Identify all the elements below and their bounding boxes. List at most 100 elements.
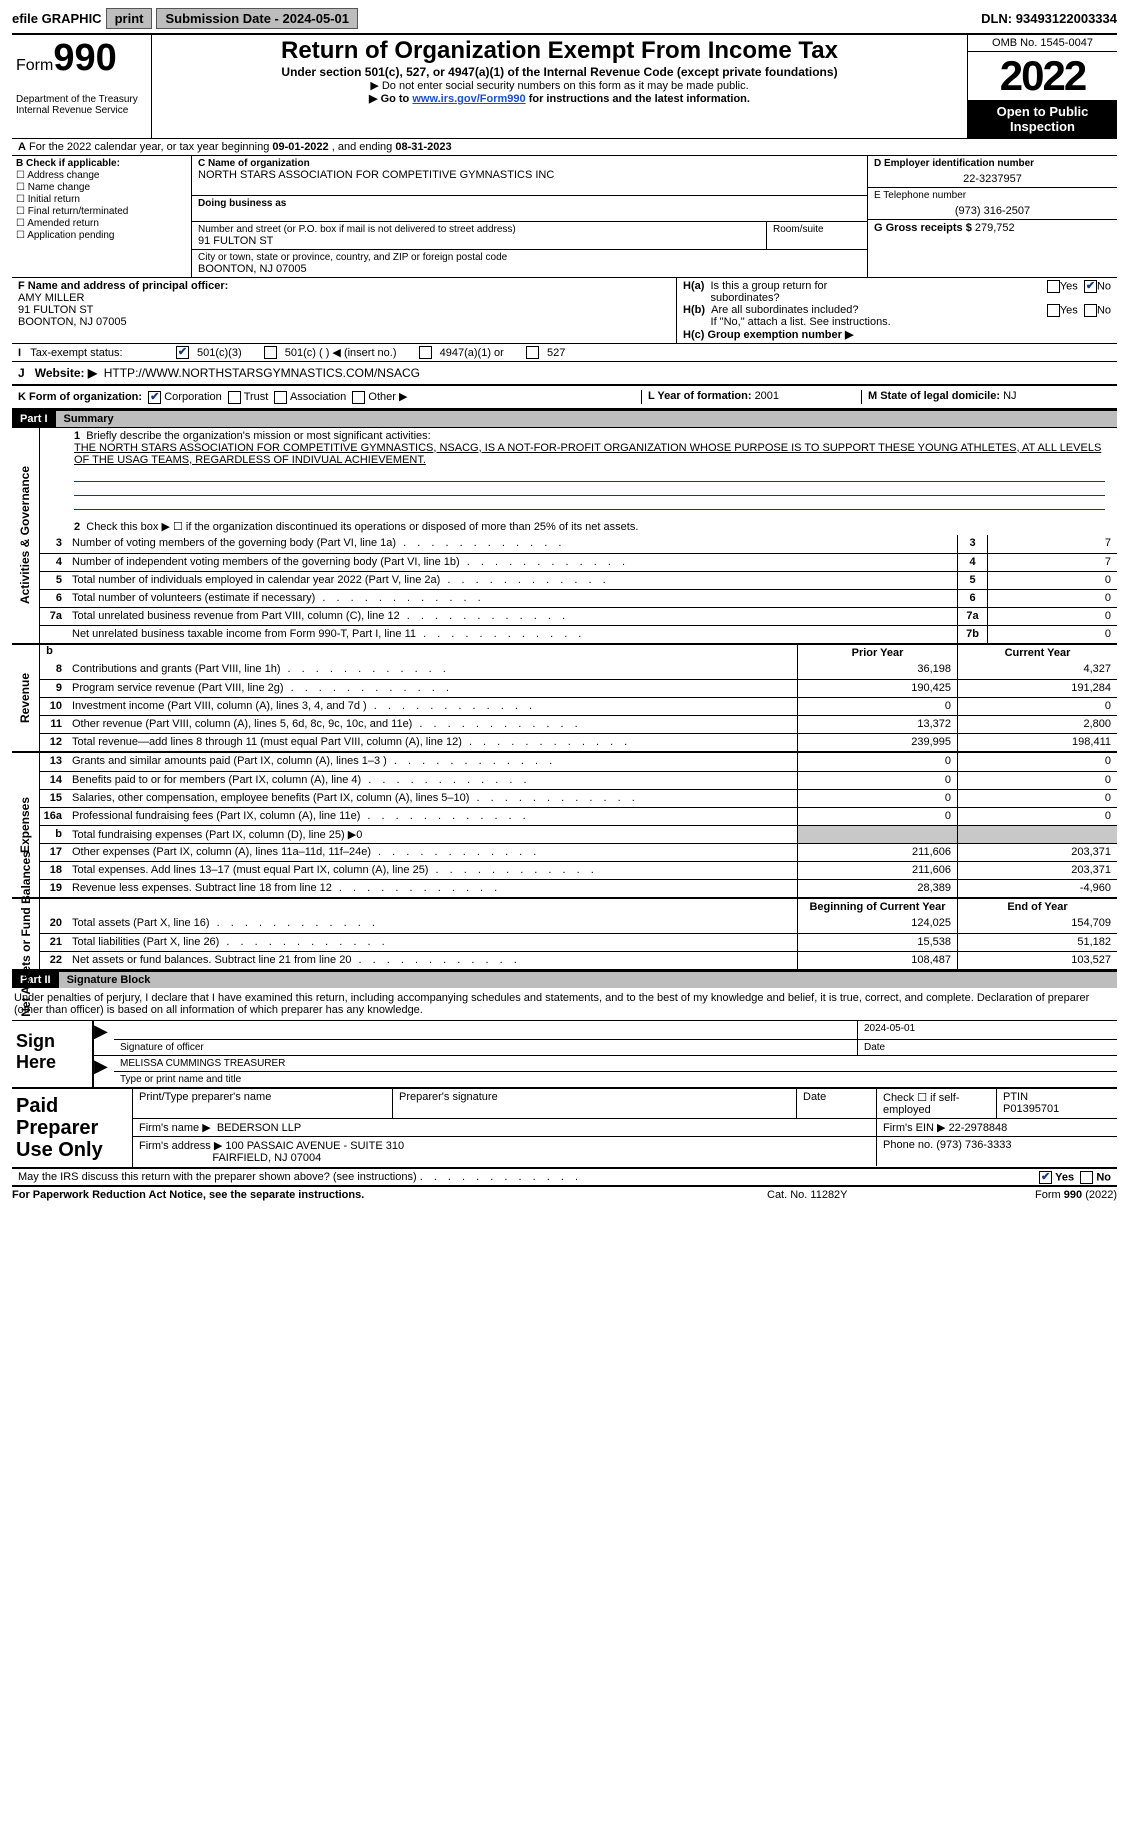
ha-row: H(a) Is this a group return for Yes No s…	[683, 280, 1111, 304]
ha-yes[interactable]	[1047, 280, 1060, 293]
omb-number: OMB No. 1545-0047	[968, 35, 1117, 52]
box-b: B Check if applicable: ☐ Address change …	[12, 156, 192, 277]
revenue-section: Revenue b Prior Year Current Year 8 Cont…	[12, 645, 1117, 753]
chk-other[interactable]	[352, 391, 365, 404]
hb-row: H(b) Are all subordinates included? Yes …	[683, 304, 1111, 328]
hb-yes[interactable]	[1047, 304, 1060, 317]
net-col-hdr: Beginning of Current Year End of Year	[40, 899, 1117, 915]
phone-value: (973) 316-2507	[874, 201, 1111, 217]
mission-text: THE NORTH STARS ASSOCIATION FOR COMPETIT…	[74, 442, 1101, 466]
data-line: 12 Total revenue—add lines 8 through 11 …	[40, 733, 1117, 751]
data-line: 22 Net assets or fund balances. Subtract…	[40, 951, 1117, 969]
data-line: 9 Program service revenue (Part VIII, li…	[40, 679, 1117, 697]
chk-501c[interactable]	[264, 346, 277, 359]
chk-527[interactable]	[526, 346, 539, 359]
irs-link[interactable]: www.irs.gov/Form990	[412, 93, 525, 105]
gov-line: 5 Total number of individuals employed i…	[40, 571, 1117, 589]
arrow-icon: ▶	[94, 1021, 114, 1055]
org-name-box: C Name of organization NORTH STARS ASSOC…	[192, 156, 867, 196]
blank-line	[74, 482, 1105, 496]
street-address: 91 FULTON ST	[198, 235, 760, 247]
dln-label: DLN: 93493122003334	[981, 11, 1117, 26]
ssn-note: ▶ Do not enter social security numbers o…	[158, 79, 961, 92]
chk-corp[interactable]	[148, 391, 161, 404]
gross-receipts: 279,752	[975, 222, 1015, 234]
chk-application[interactable]: ☐ Application pending	[16, 230, 187, 241]
data-line: 16a Professional fundraising fees (Part …	[40, 807, 1117, 825]
form-subtitle: Under section 501(c), 527, or 4947(a)(1)…	[158, 65, 961, 79]
chk-amended[interactable]: ☐ Amended return	[16, 218, 187, 229]
gov-line: 7a Total unrelated business revenue from…	[40, 607, 1117, 625]
ha-no[interactable]	[1084, 280, 1097, 293]
city-box: City or town, state or province, country…	[192, 250, 867, 277]
chk-501c3[interactable]	[176, 346, 189, 359]
chk-final-return[interactable]: ☐ Final return/terminated	[16, 206, 187, 217]
firm-name: BEDERSON LLP	[217, 1122, 301, 1134]
form-number: Form990	[16, 37, 147, 80]
part2-header: Part II Signature Block	[12, 971, 1117, 988]
mayirs-yes[interactable]	[1039, 1171, 1052, 1184]
website-row: J Website: ▶ HTTP://WWW.NORTHSTARSGYMNAS…	[12, 361, 1117, 386]
revenue-col-hdr: b Prior Year Current Year	[40, 645, 1117, 661]
mayirs-no[interactable]	[1080, 1171, 1093, 1184]
chk-name-change[interactable]: ☐ Name change	[16, 182, 187, 193]
ein-box: D Employer identification number 22-3237…	[868, 156, 1117, 188]
officer-name: AMY MILLER	[18, 292, 84, 304]
signature-intro: Under penalties of perjury, I declare th…	[12, 988, 1117, 1021]
ein-value: 22-3237957	[874, 169, 1111, 185]
governance-section: Activities & Governance 1 Briefly descri…	[12, 427, 1117, 645]
efile-label: efile GRAPHIC	[12, 11, 102, 26]
vtab-revenue: Revenue	[12, 645, 40, 751]
data-line: b Total fundraising expenses (Part IX, c…	[40, 825, 1117, 843]
org-name: NORTH STARS ASSOCIATION FOR COMPETITIVE …	[198, 169, 861, 181]
data-line: 17 Other expenses (Part IX, column (A), …	[40, 843, 1117, 861]
street-box: Number and street (or P.O. box if mail i…	[192, 222, 867, 250]
sign-here-label: Sign Here	[12, 1021, 92, 1087]
line2-text: 2 Check this box ▶ ☐ if the organization…	[40, 518, 1117, 535]
city-state-zip: BOONTON, NJ 07005	[198, 263, 861, 275]
expenses-section: Expenses 13 Grants and similar amounts p…	[12, 753, 1117, 899]
data-line: 13 Grants and similar amounts paid (Part…	[40, 753, 1117, 771]
print-button[interactable]: print	[106, 8, 153, 29]
officer-print-name: MELISSA CUMMINGS TREASURER	[114, 1056, 1117, 1071]
vtab-governance: Activities & Governance	[12, 428, 40, 643]
top-bar: efile GRAPHIC print Submission Date - 20…	[12, 8, 1117, 29]
section-bcd: B Check if applicable: ☐ Address change …	[12, 155, 1117, 277]
box-c: C Name of organization NORTH STARS ASSOC…	[192, 156, 867, 277]
data-line: 19 Revenue less expenses. Subtract line …	[40, 879, 1117, 897]
submission-date-button[interactable]: Submission Date - 2024-05-01	[156, 8, 358, 29]
box-d: D Employer identification number 22-3237…	[867, 156, 1117, 277]
ptin-value: P01395701	[1003, 1103, 1111, 1115]
chk-address-change[interactable]: ☐ Address change	[16, 170, 187, 181]
form-title: Return of Organization Exempt From Incom…	[158, 37, 961, 65]
data-line: 15 Salaries, other compensation, employe…	[40, 789, 1117, 807]
data-line: 21 Total liabilities (Part X, line 26) 1…	[40, 933, 1117, 951]
data-line: 10 Investment income (Part VIII, column …	[40, 697, 1117, 715]
form-header: Form990 Department of the Treasury Inter…	[12, 33, 1117, 138]
gov-line: 3 Number of voting members of the govern…	[40, 535, 1117, 553]
chk-assoc[interactable]	[274, 391, 287, 404]
gross-receipts-box: G Gross receipts $ 279,752	[868, 220, 1117, 250]
tax-exempt-row: I Tax-exempt status: 501(c)(3) 501(c) ( …	[12, 343, 1117, 361]
hc-row: H(c) Group exemption number ▶	[683, 328, 1111, 341]
gov-line: 6 Total number of volunteers (estimate i…	[40, 589, 1117, 607]
arrow-icon: ▶	[94, 1056, 114, 1087]
netassets-section: Net Assets or Fund Balances Beginning of…	[12, 899, 1117, 971]
data-line: 14 Benefits paid to or for members (Part…	[40, 771, 1117, 789]
may-irs-row: May the IRS discuss this return with the…	[12, 1169, 1117, 1187]
chk-trust[interactable]	[228, 391, 241, 404]
data-line: 18 Total expenses. Add lines 13–17 (must…	[40, 861, 1117, 879]
line-k: K Form of organization: Corporation Trus…	[12, 386, 1117, 410]
sig-date: 2024-05-01	[858, 1021, 1117, 1039]
chk-4947[interactable]	[419, 346, 432, 359]
box-h: H(a) Is this a group return for Yes No s…	[677, 278, 1117, 343]
chk-initial-return[interactable]: ☐ Initial return	[16, 194, 187, 205]
goto-note: ▶ Go to www.irs.gov/Form990 for instruct…	[158, 92, 961, 105]
mission-block: 1 Briefly describe the organization's mi…	[40, 428, 1117, 468]
line-a: A For the 2022 calendar year, or tax yea…	[12, 138, 1117, 155]
hb-no[interactable]	[1084, 304, 1097, 317]
phone-box: E Telephone number (973) 316-2507	[868, 188, 1117, 220]
part1-header: Part I Summary	[12, 410, 1117, 427]
data-line: 11 Other revenue (Part VIII, column (A),…	[40, 715, 1117, 733]
page-footer: For Paperwork Reduction Act Notice, see …	[12, 1187, 1117, 1203]
